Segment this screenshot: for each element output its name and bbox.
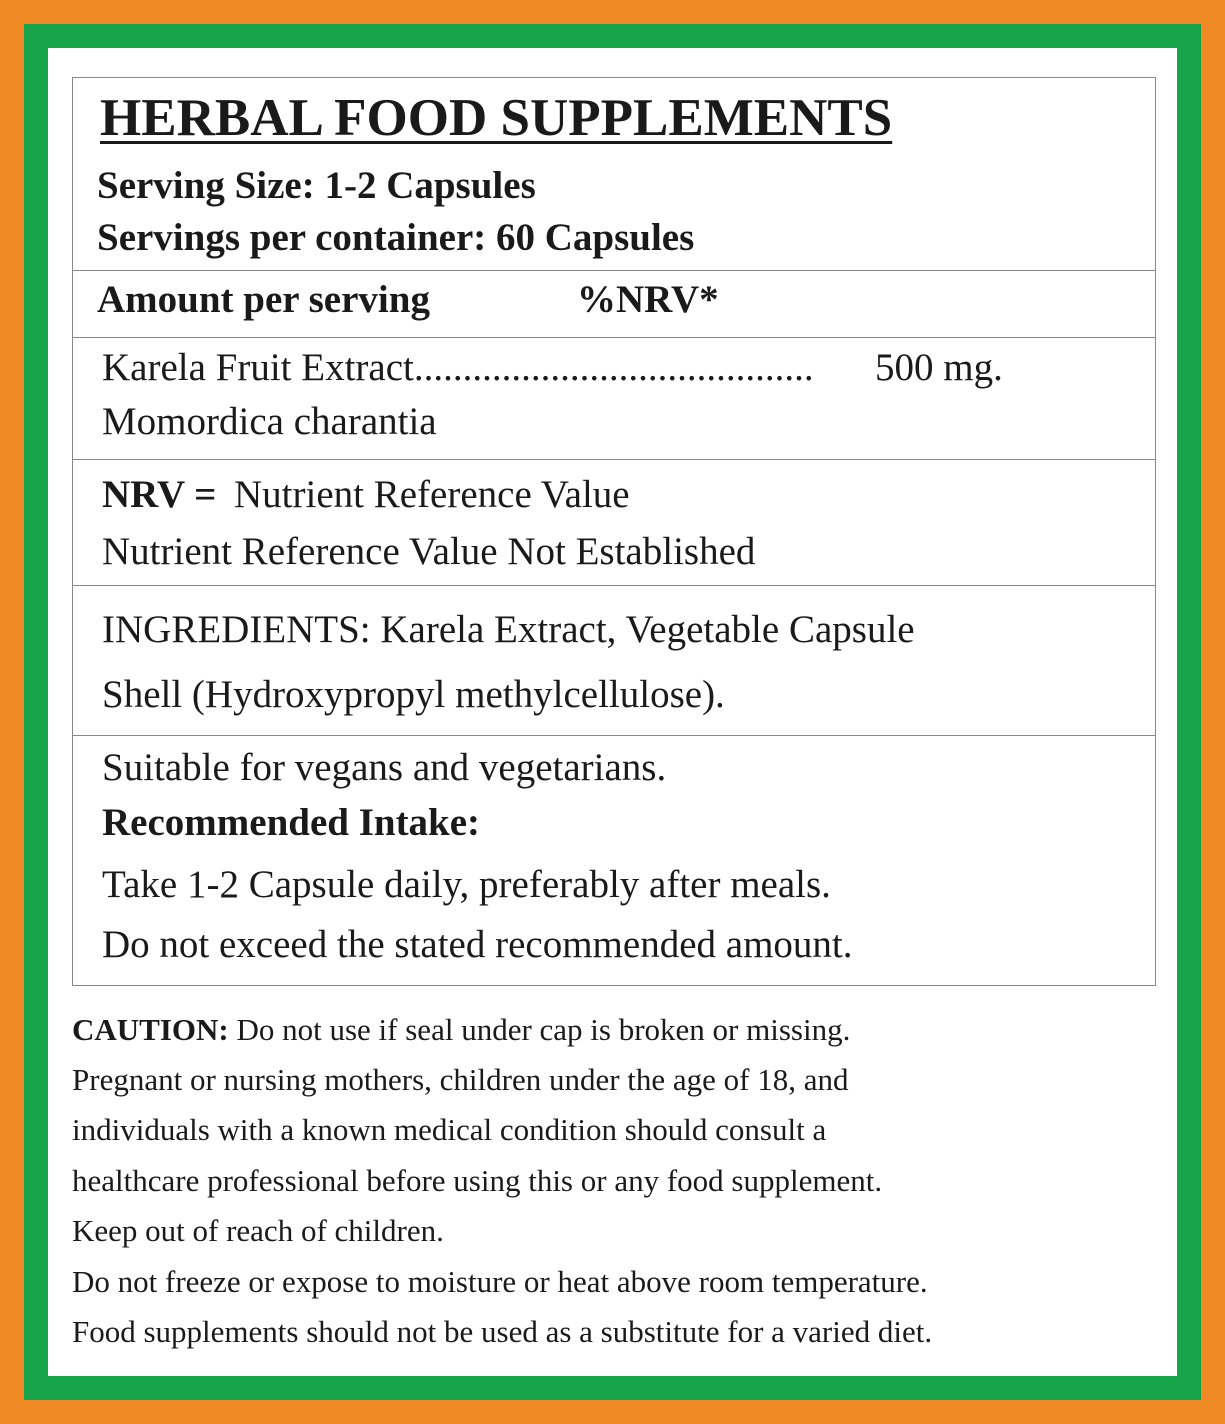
caution-first: CAUTION: Do not use if seal under cap is… bbox=[72, 1005, 850, 1055]
intake-line: Do not exceed the stated recommended amo… bbox=[102, 923, 853, 966]
caution-heading: CAUTION: bbox=[72, 1012, 229, 1047]
amount-header: Amount per serving bbox=[97, 278, 430, 321]
ingredient-amount: 500 mg. bbox=[875, 346, 1003, 389]
caution-text: Do not use if seal under cap is broken o… bbox=[236, 1012, 851, 1047]
caution-line: Keep out of reach of children. bbox=[72, 1213, 444, 1248]
nrv-note: Nutrient Reference Value Not Established bbox=[102, 530, 756, 573]
suitability: Suitable for vegans and vegetarians. bbox=[102, 746, 667, 789]
divider bbox=[72, 270, 1156, 271]
ingredients-line: Shell (Hydroxypropyl methylcellulose). bbox=[102, 673, 725, 716]
ingredient-latin: Momordica charantia bbox=[102, 400, 437, 443]
divider bbox=[72, 585, 1156, 586]
servings-per-container: Servings per container: 60 Capsules bbox=[97, 216, 695, 259]
nrv-term: NRV = bbox=[102, 473, 217, 516]
nrv-definition: Nutrient Reference Value bbox=[234, 473, 630, 516]
serving-size: Serving Size: 1-2 Capsules bbox=[97, 164, 536, 207]
nrv-header: %NRV* bbox=[577, 278, 719, 321]
ingredient-name: Karela Fruit Extract....................… bbox=[102, 346, 814, 389]
divider bbox=[72, 337, 1156, 338]
divider bbox=[72, 735, 1156, 736]
caution-line: healthcare professional before using thi… bbox=[72, 1163, 883, 1198]
intake-line: Take 1-2 Capsule daily, preferably after… bbox=[102, 863, 831, 906]
intake-heading: Recommended Intake: bbox=[102, 801, 481, 844]
caution-line: Do not freeze or expose to moisture or h… bbox=[72, 1264, 928, 1299]
label-background bbox=[48, 48, 1177, 1376]
facts-box bbox=[72, 77, 1156, 986]
caution-line: Food supplements should not be used as a… bbox=[72, 1314, 933, 1349]
caution-line: individuals with a known medical conditi… bbox=[72, 1112, 827, 1147]
title: HERBAL FOOD SUPPLEMENTS bbox=[100, 89, 893, 147]
divider bbox=[72, 459, 1156, 460]
ingredients-line: INGREDIENTS: Karela Extract, Vegetable C… bbox=[102, 608, 915, 651]
caution-line: Pregnant or nursing mothers, children un… bbox=[72, 1062, 849, 1097]
